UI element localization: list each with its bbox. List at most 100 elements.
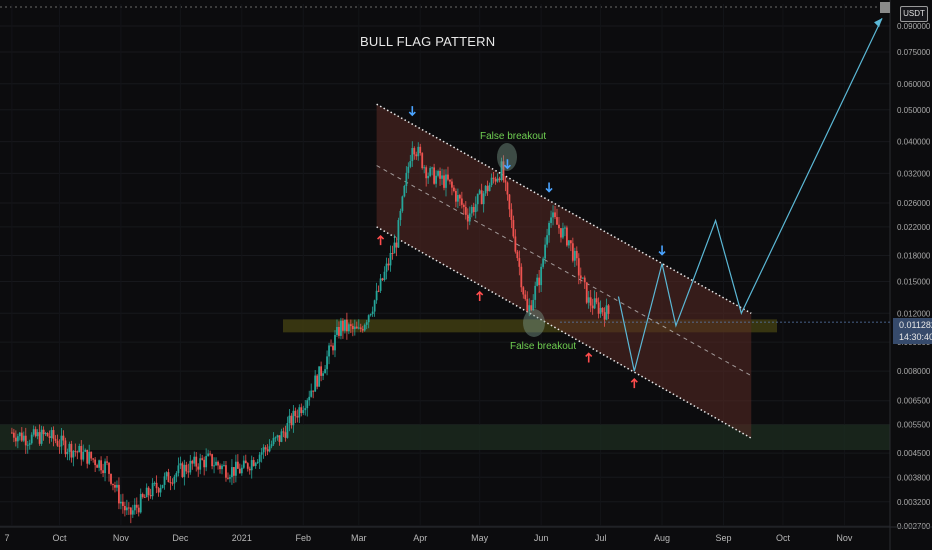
candle-body <box>248 468 251 471</box>
candle-body <box>90 451 93 459</box>
candle-body <box>60 435 63 447</box>
candle-body <box>579 275 582 279</box>
candle-body <box>193 456 196 464</box>
y-tick-label: 0.032000 <box>897 169 931 178</box>
candle-body <box>462 204 465 207</box>
candle-body <box>520 266 523 288</box>
candle-body <box>42 429 45 435</box>
false-breakout-label-top: False breakout <box>480 131 547 142</box>
candle-body <box>516 251 519 259</box>
candle-body <box>569 240 572 244</box>
candle-body <box>203 459 206 468</box>
candle-body <box>474 204 477 213</box>
false-breakout-marker-top <box>497 143 517 171</box>
candle-body <box>260 452 263 455</box>
candle-body <box>330 345 332 347</box>
candle-body <box>447 174 449 180</box>
candle-body <box>268 446 271 452</box>
candle-body <box>229 477 231 479</box>
candle-body <box>209 453 212 455</box>
candle-body <box>282 431 285 433</box>
candle-body <box>587 297 590 303</box>
candle-body <box>571 243 574 261</box>
candle-body <box>56 440 59 446</box>
false-breakout-marker-bottom <box>523 309 545 337</box>
candle-body <box>377 290 380 292</box>
candle-body <box>371 311 374 315</box>
candle-body <box>280 431 283 442</box>
candle-body <box>328 345 330 357</box>
candle-body <box>36 432 39 437</box>
candle-body <box>232 467 235 476</box>
candle-body <box>449 179 451 182</box>
candle-body <box>548 222 550 236</box>
candle-body <box>361 328 364 331</box>
candle-body <box>272 437 275 445</box>
candle-body <box>112 483 114 485</box>
x-tick-label: Sep <box>715 533 731 543</box>
candle-body <box>484 185 487 194</box>
y-tick-label: 0.060000 <box>897 80 931 89</box>
candle-body <box>32 429 35 435</box>
candle-body <box>215 461 217 466</box>
candle-body <box>288 415 291 424</box>
candle-body <box>58 445 61 447</box>
candle-body <box>52 430 55 439</box>
candle-body <box>357 327 360 329</box>
y-tick-label: 0.003800 <box>897 473 931 482</box>
x-tick-label: Oct <box>52 533 67 543</box>
candle-body <box>157 488 160 493</box>
candle-body <box>167 472 170 483</box>
candle-body <box>363 324 366 331</box>
candle-body <box>177 465 180 474</box>
candle-body <box>256 461 259 464</box>
candle-body <box>161 484 164 488</box>
candle-body <box>455 190 457 202</box>
candle-body <box>552 212 554 218</box>
x-tick-label: Oct <box>776 533 791 543</box>
candle-body <box>441 175 443 179</box>
candle-body <box>318 366 321 387</box>
candle-body <box>44 433 47 435</box>
candle-body <box>54 438 57 441</box>
y-tick-label: 0.012000 <box>897 309 931 318</box>
candle-body <box>169 482 172 484</box>
candle-body <box>373 300 376 312</box>
x-tick-label: Aug <box>654 533 670 543</box>
candle-body <box>522 287 525 295</box>
candle-body <box>508 194 511 210</box>
candle-body <box>304 408 307 411</box>
candle-body <box>125 507 128 511</box>
candle-body <box>96 465 99 468</box>
candle-body <box>131 510 134 515</box>
candle-body <box>397 220 400 248</box>
currency-button[interactable]: USDT <box>900 6 928 22</box>
candle-body <box>163 476 166 485</box>
candle-body <box>336 326 338 335</box>
candle-body <box>86 449 89 464</box>
candle-body <box>102 470 104 474</box>
candle-body <box>409 161 412 167</box>
candle-body <box>185 464 188 472</box>
candle-body <box>120 501 122 504</box>
y-tick-label: 0.018000 <box>897 251 931 260</box>
candle-body <box>566 227 568 246</box>
up-arrow <box>585 352 593 363</box>
candle-body <box>308 396 311 401</box>
candle-body <box>415 154 418 157</box>
candle-body <box>546 235 548 245</box>
candle-body <box>310 390 313 397</box>
y-tick-label: 0.040000 <box>897 138 931 147</box>
candle-body <box>445 174 447 188</box>
x-tick-label: Dec <box>172 533 189 543</box>
candle-body <box>123 505 126 511</box>
candle-body <box>488 185 491 192</box>
candle-body <box>389 253 392 266</box>
candle-body <box>133 504 136 511</box>
current-price-badge: 0.011282 14:30:40 <box>893 318 932 344</box>
x-tick-label: Jun <box>534 533 549 543</box>
candle-body <box>478 190 481 194</box>
y-tick-label: 0.005500 <box>897 421 931 430</box>
candle-body <box>343 319 346 331</box>
